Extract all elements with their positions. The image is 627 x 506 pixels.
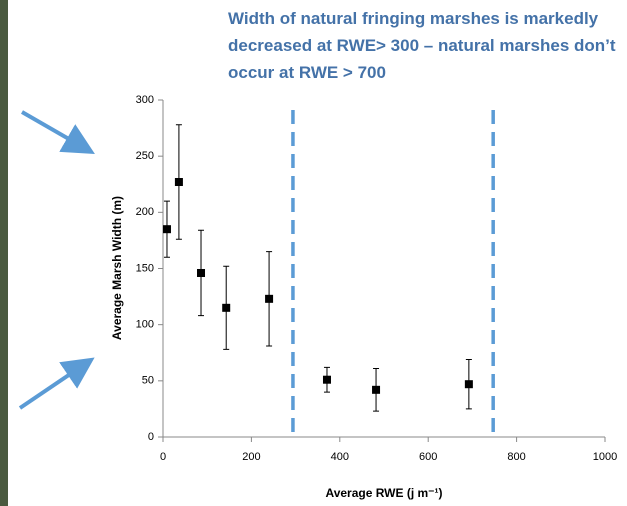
x-tick-label: 800: [507, 451, 525, 463]
point: [222, 303, 231, 312]
arrow: [18, 357, 95, 410]
y-tick-label: 0: [148, 431, 154, 443]
y-tick-label: 150: [136, 262, 154, 274]
point: [197, 268, 206, 277]
arrow: [21, 110, 95, 154]
x-tick-label: 1000: [593, 451, 617, 463]
x-axis-label: Average RWE (j m⁻¹): [325, 486, 442, 500]
chart-title: decreased at RWE> 300 – natural marshes …: [228, 36, 616, 55]
chart-title: occur at RWE > 700: [228, 63, 386, 82]
y-axis-label: Average Marsh Width (m): [110, 196, 124, 340]
y-tick-label: 50: [142, 375, 154, 387]
point: [265, 294, 274, 303]
y-tick-label: 200: [136, 206, 154, 218]
point: [162, 225, 171, 234]
x-tick-label: 400: [331, 451, 349, 463]
x-tick-label: 600: [419, 451, 437, 463]
point: [464, 380, 473, 389]
chart-title: Width of natural fringing marshes is mar…: [228, 9, 599, 28]
x-tick-label: 200: [242, 451, 260, 463]
left-photo-strip: [0, 0, 8, 506]
y-tick-label: 100: [136, 319, 154, 331]
y-tick-label: 300: [136, 94, 154, 106]
point: [372, 385, 381, 394]
y-tick-label: 250: [136, 150, 154, 162]
point: [174, 178, 183, 187]
x-tick-label: 0: [160, 451, 166, 463]
point: [322, 375, 331, 384]
